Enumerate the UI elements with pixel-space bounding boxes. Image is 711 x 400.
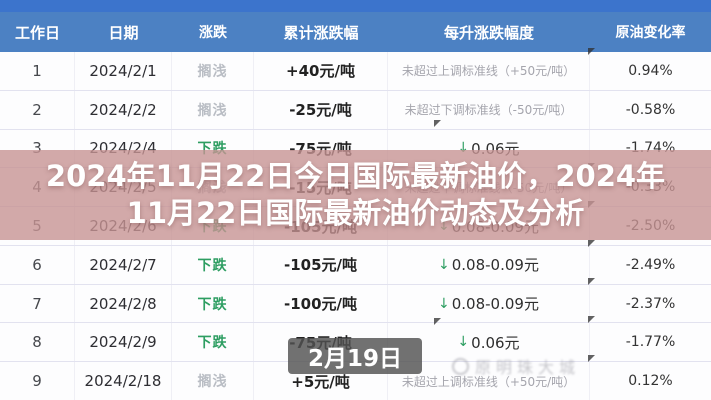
table-row: 6 2024/2/7 下跌 -105元/吨 ↓ 0.08-0.09元 -2.49% [0,245,711,285]
per-liter-cell: 未超过下调标准线（-50元/吨） [388,90,590,129]
per-liter-cell: ↓0.08-0.09元 [388,245,590,284]
top-strip [0,0,711,12]
workday-cell: 6 [0,245,75,284]
title-overlay-line2: 11月22日国际最新油价动态及分析 [126,196,585,230]
crude-rate-cell: -2.49% [625,256,676,273]
date-cell: 2024/2/1 [75,52,172,90]
column-header-trend: 涨跌 [199,25,227,41]
cumulative-cell: +40元/吨 [254,52,388,90]
cumulative-cell: -105元/吨 [254,245,388,284]
trend-cell: 搁浅 [172,362,254,400]
cumulative-cell: -25元/吨 [254,90,388,129]
cell-flag-icon [434,318,441,325]
date-cell: 2024/2/18 [75,362,172,400]
down-arrow-icon: ↓ [438,295,450,312]
down-arrow-icon: ↓ [438,256,450,273]
column-header-per-liter: 每升涨跌幅度 [443,23,534,42]
table-header-row: 工作日 日期 涨跌 累计涨跌幅 每升涨跌幅度 原油变化率 [0,12,711,52]
cell-flag-icon [588,48,595,55]
down-arrow-icon: ↓ [457,140,470,157]
crude-rate-cell: -2.37% [625,295,676,312]
per-liter-text: 0.08-0.09元 [451,295,539,314]
crude-rate-cell: 0.94% [628,62,673,79]
table-row: 2 2024/2/2 搁浅 -25元/吨 未超过下调标准线（-50元/吨） -0… [0,90,711,130]
date-cell: 2024/2/8 [75,284,172,323]
date-badge: 2月19日 [288,338,422,374]
per-liter-cell: 未超过上调标准线（+50元/吨） [388,362,590,400]
trend-cell: 下跌 [172,245,254,284]
crude-rate-cell: -0.58% [625,101,676,118]
per-liter-cell: ↓ 0.06元 [388,323,590,362]
per-liter-text: 0.08-0.09元 [451,256,539,275]
column-header-workday: 工作日 [14,23,60,42]
per-liter-cell: ↓0.08-0.09元 [388,284,590,323]
per-liter-text: 未超过上调标准线（+50元/吨） [401,374,576,389]
column-header-cumulative: 累计涨跌幅 [283,23,359,42]
per-liter-text: 未超过上调标准线（+50元/吨） [401,64,576,79]
cell-flag-icon [588,240,595,247]
column-header-crude-rate: 原油变化率 [615,25,686,41]
per-liter-text: 未超过下调标准线（-50元/吨） [404,103,573,118]
table-row: 7 2024/2/8 下跌 -100元/吨 ↓ 0.08-0.09元 -2.37% [0,284,711,324]
trend-cell: 搁浅 [172,90,254,129]
cumulative-cell: +5元/吨 [254,362,388,400]
table-row: 1 2024/2/1 搁浅 +40元/吨 未超过上调标准线（+50元/吨） 0.… [0,52,711,91]
per-liter-text: 0.06元 [471,333,520,352]
trend-cell: 下跌 [172,323,254,362]
workday-cell: 9 [0,362,75,400]
cell-flag-icon [588,316,595,323]
trend-cell: 搁浅 [172,52,254,90]
workday-cell: 3 [0,129,75,168]
per-liter-cell: 未超过上调标准线（+50元/吨） [388,52,590,90]
down-arrow-icon: ↓ [457,334,470,351]
crude-rate-cell: 0.12% [628,373,673,390]
cell-flag-icon [434,120,441,127]
title-overlay: 2024年11月22日今日国际最新油价，2024年 11月22日国际最新油价动态… [0,150,711,240]
date-cell: 2024/2/2 [75,90,172,129]
workday-cell: 1 [0,52,75,90]
column-header-date: 日期 [108,23,139,42]
workday-cell: 8 [0,323,75,362]
workday-cell: 2 [0,90,75,129]
workday-cell: 7 [0,284,75,323]
cell-flag-icon [588,355,595,362]
trend-cell: 下跌 [172,284,254,323]
date-cell: 2024/2/7 [75,245,172,284]
cell-flag-icon [588,278,595,285]
date-cell: 2024/2/9 [75,323,172,362]
cumulative-cell: -100元/吨 [254,284,388,323]
crude-rate-cell: -1.77% [625,334,676,351]
title-overlay-line1: 2024年11月22日今日国际最新油价，2024年 [45,159,666,193]
